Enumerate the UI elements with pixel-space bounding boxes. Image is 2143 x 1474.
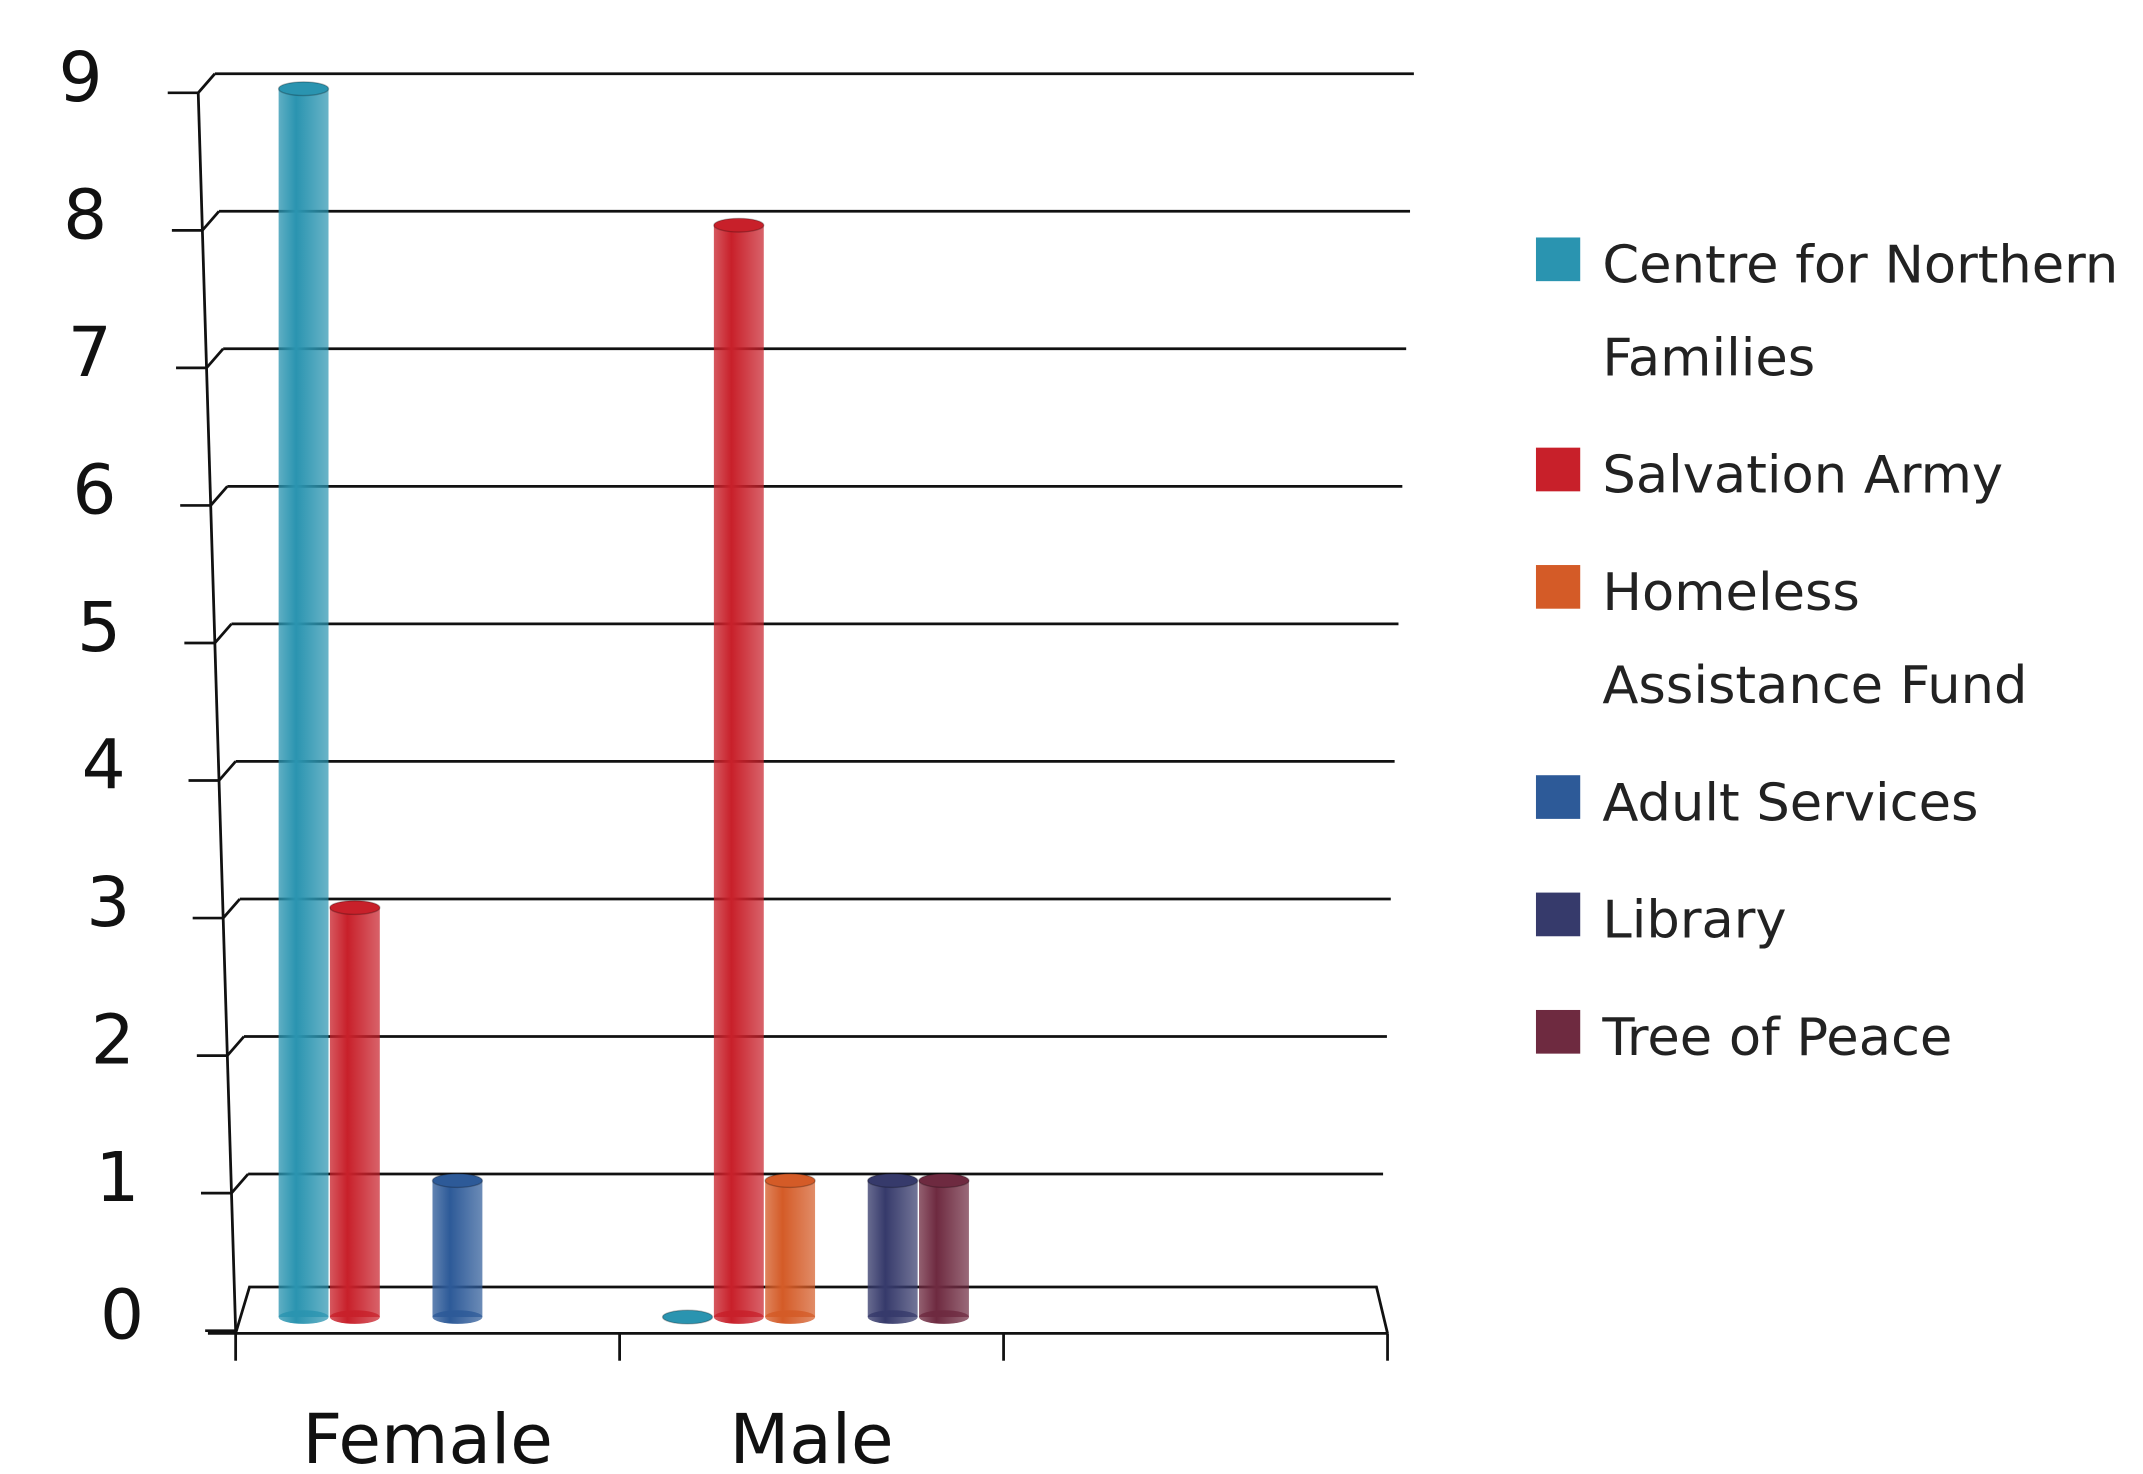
grid-diagonal (226, 1035, 246, 1057)
legend-box: Centre for Northern Families Salvation Ar… (1535, 218, 2143, 1084)
legend-swatch (1535, 775, 1581, 819)
grid-diagonal (209, 485, 229, 507)
bar-top (431, 1173, 484, 1189)
bar-top (661, 1309, 714, 1325)
y-tick-label: 3 (86, 864, 130, 943)
bar-top (764, 1173, 816, 1189)
x-tick-label: Female (302, 1400, 553, 1474)
y-tick-label: 7 (68, 313, 112, 392)
legend-label: Library (1602, 889, 1787, 950)
bar-top (713, 217, 765, 233)
grid-diagonal (213, 622, 233, 644)
grid-diagonal (217, 760, 237, 782)
bar (661, 1309, 714, 1325)
legend-item: Homeless Assistance Fund (1535, 546, 2143, 732)
legend-label: Tree of Peace (1602, 1007, 1953, 1068)
bar-body (765, 1180, 816, 1318)
bar (329, 900, 381, 1324)
bar-base (278, 1310, 329, 1324)
bar-body (278, 88, 329, 1318)
y-tick-label: 6 (72, 451, 116, 530)
left-wall-edge (196, 92, 238, 1331)
legend-item: Centre for Northern Families (1535, 218, 2143, 404)
bar (867, 1173, 919, 1324)
legend-label: Salvation Army (1602, 444, 2004, 505)
y-tick-label: 4 (82, 726, 126, 805)
legend-swatch (1535, 237, 1581, 282)
legend-label: Centre for Northern Families (1602, 234, 2119, 388)
y-tick-label: 0 (100, 1276, 144, 1355)
bar-base (329, 1310, 380, 1324)
bar (431, 1173, 484, 1324)
bar-base (919, 1310, 969, 1324)
legend-label: Adult Services (1602, 772, 1979, 833)
bar-top (277, 81, 330, 97)
legend: Centre for Northern Families Salvation Ar… (1535, 218, 2143, 1084)
y-tick-label: 8 (63, 176, 107, 255)
bar (713, 217, 765, 1324)
legend-item: Salvation Army (1535, 429, 2143, 522)
bar-base (765, 1310, 816, 1324)
bar-body (919, 1180, 969, 1318)
legend-label: Homeless Assistance Fund (1602, 562, 2028, 716)
bar-base (867, 1310, 918, 1324)
legend-swatch (1535, 892, 1581, 937)
legend-item: Adult Services (1535, 756, 2143, 849)
legend-item: Library (1535, 873, 2143, 966)
y-tick-label: 9 (58, 38, 102, 117)
bar-body (329, 907, 380, 1318)
bar-body (713, 225, 764, 1318)
x-tick-label: Male (730, 1400, 894, 1474)
bar-top (867, 1173, 919, 1189)
bar-top (329, 900, 381, 916)
bar (918, 1173, 970, 1324)
y-tick-label: 1 (95, 1139, 139, 1218)
bar-body (432, 1180, 483, 1318)
grid-diagonal (222, 898, 241, 919)
legend-swatch (1535, 1009, 1581, 1054)
bar-top (918, 1173, 970, 1189)
grid-diagonal (197, 72, 216, 94)
grid-diagonal (201, 210, 221, 232)
bar-base (432, 1310, 483, 1324)
legend-item: Tree of Peace (1535, 991, 2143, 1084)
bar-base (713, 1310, 764, 1324)
grid-diagonal (205, 347, 225, 369)
bar (277, 81, 330, 1324)
y-tick-label: 2 (91, 1001, 135, 1080)
bar (764, 1173, 816, 1324)
grid-diagonal (230, 1173, 250, 1195)
y-tick-label: 5 (77, 588, 121, 667)
bar-body (867, 1180, 918, 1318)
legend-swatch (1535, 447, 1581, 492)
legend-swatch (1535, 565, 1581, 609)
